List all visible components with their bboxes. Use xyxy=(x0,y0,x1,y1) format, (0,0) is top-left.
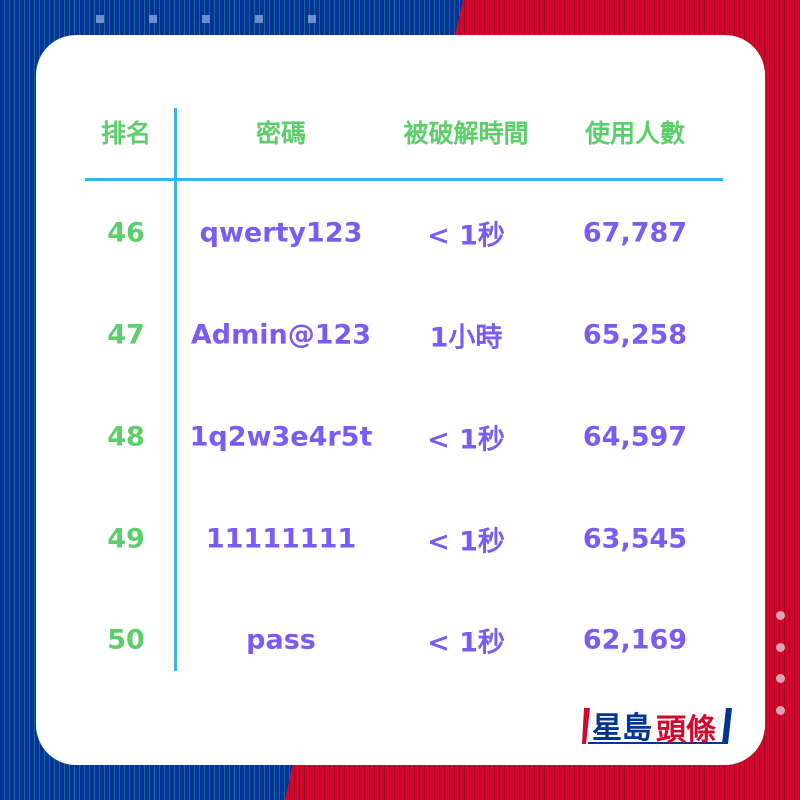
cell-rank: 46 xyxy=(107,217,145,249)
header-password: 密碼 xyxy=(255,119,307,148)
cell-crack-time: < 1秒 xyxy=(427,627,505,659)
password-table-card xyxy=(36,35,765,765)
cell-users: 62,169 xyxy=(582,624,688,656)
cell-password: qwerty123 xyxy=(199,217,363,249)
cell-password: Admin@123 xyxy=(190,319,372,351)
header-divider xyxy=(85,178,723,181)
sing-tao-headline-logo: 星島 頭條 xyxy=(582,708,732,746)
cell-users: 65,258 xyxy=(582,319,688,351)
cell-users: 67,787 xyxy=(582,217,688,249)
header-rank: 排名 xyxy=(100,119,152,148)
decor-dot xyxy=(776,706,785,715)
decor-dot xyxy=(776,643,785,652)
cell-crack-time: < 1秒 xyxy=(427,526,505,558)
svg-text:頭條: 頭條 xyxy=(656,713,716,746)
decor-square xyxy=(149,15,157,23)
decor-square xyxy=(308,15,316,23)
cell-rank: 49 xyxy=(107,523,145,555)
cell-rank: 48 xyxy=(107,421,145,453)
header-crack-time: 被破解時間 xyxy=(403,119,529,148)
cell-crack-time: 1小時 xyxy=(429,322,503,354)
column-divider xyxy=(174,108,177,671)
cell-users: 64,597 xyxy=(582,421,688,453)
decor-dot xyxy=(776,674,785,683)
cell-password: 11111111 xyxy=(205,523,357,555)
cell-users: 63,545 xyxy=(582,523,688,555)
cell-crack-time: < 1秒 xyxy=(427,220,505,252)
header-users: 使用人數 xyxy=(584,119,686,148)
decor-square xyxy=(96,15,104,23)
cell-crack-time: < 1秒 xyxy=(427,424,505,456)
decor-square xyxy=(202,15,210,23)
svg-text:星島: 星島 xyxy=(592,711,652,746)
cell-password: pass xyxy=(246,624,316,656)
cell-rank: 50 xyxy=(107,624,145,656)
decor-dot xyxy=(776,611,785,620)
cell-rank: 47 xyxy=(107,319,145,351)
decor-square xyxy=(255,15,263,23)
cell-password: 1q2w3e4r5t xyxy=(189,421,373,453)
